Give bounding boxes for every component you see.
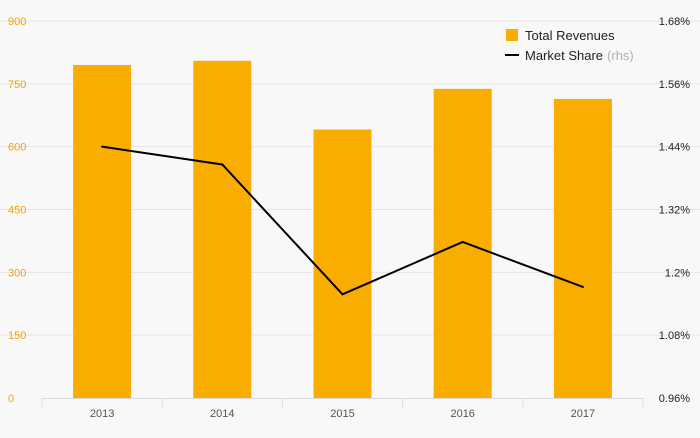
y-left-tick-label: 750 bbox=[8, 79, 26, 91]
revenue-bar bbox=[73, 64, 132, 398]
x-tick-label: 2014 bbox=[210, 408, 234, 420]
y-right-tick-label: 1.44% bbox=[659, 142, 690, 154]
y-left-tick-label: 150 bbox=[8, 330, 26, 342]
legend: Total Revenues Market Share (rhs) bbox=[505, 28, 634, 63]
x-tick-label: 2015 bbox=[330, 408, 354, 420]
y-left-tick-label: 900 bbox=[8, 16, 26, 28]
x-tick-label: 2013 bbox=[90, 408, 114, 420]
x-axis bbox=[41, 398, 644, 407]
legend-share-suffix: (rhs) bbox=[607, 48, 634, 63]
y-left-tick-label: 600 bbox=[8, 142, 26, 154]
y-right-tick-label: 1.2% bbox=[665, 267, 690, 279]
y-left-tick-label: 300 bbox=[8, 267, 26, 279]
y-right-tick-label: 0.96% bbox=[659, 393, 690, 405]
legend-share-label: Market Share (rhs) bbox=[525, 48, 634, 63]
market-share-point bbox=[341, 293, 344, 296]
tick-labels: 0 150 300 450 600 750 900 0.96% 1.08% 1.2% 1.32% 1.… bbox=[8, 16, 690, 420]
x-tick-label: 2016 bbox=[450, 408, 474, 420]
legend-revenues-swatch bbox=[506, 29, 518, 41]
revenue-bar bbox=[313, 129, 372, 398]
revenue-bar bbox=[433, 88, 492, 399]
market-share-point bbox=[581, 285, 584, 288]
market-share-line bbox=[101, 145, 584, 296]
revenue-bar bbox=[553, 98, 612, 398]
revenue-bars bbox=[73, 60, 612, 399]
legend-share-name: Market Share bbox=[525, 48, 603, 63]
y-right-tick-label: 1.56% bbox=[659, 79, 690, 91]
y-left-tick-label: 0 bbox=[8, 393, 14, 405]
market-share-point bbox=[101, 145, 104, 148]
market-share-point bbox=[461, 240, 464, 243]
x-tick-label: 2017 bbox=[571, 408, 595, 420]
y-right-tick-label: 1.68% bbox=[659, 16, 690, 28]
revenue-bar bbox=[193, 60, 252, 399]
legend-revenues-label: Total Revenues bbox=[525, 28, 615, 43]
y-right-tick-label: 1.32% bbox=[659, 205, 690, 217]
market-share-point bbox=[221, 163, 224, 166]
y-left-tick-label: 450 bbox=[8, 205, 26, 217]
y-right-tick-label: 1.08% bbox=[659, 330, 690, 342]
